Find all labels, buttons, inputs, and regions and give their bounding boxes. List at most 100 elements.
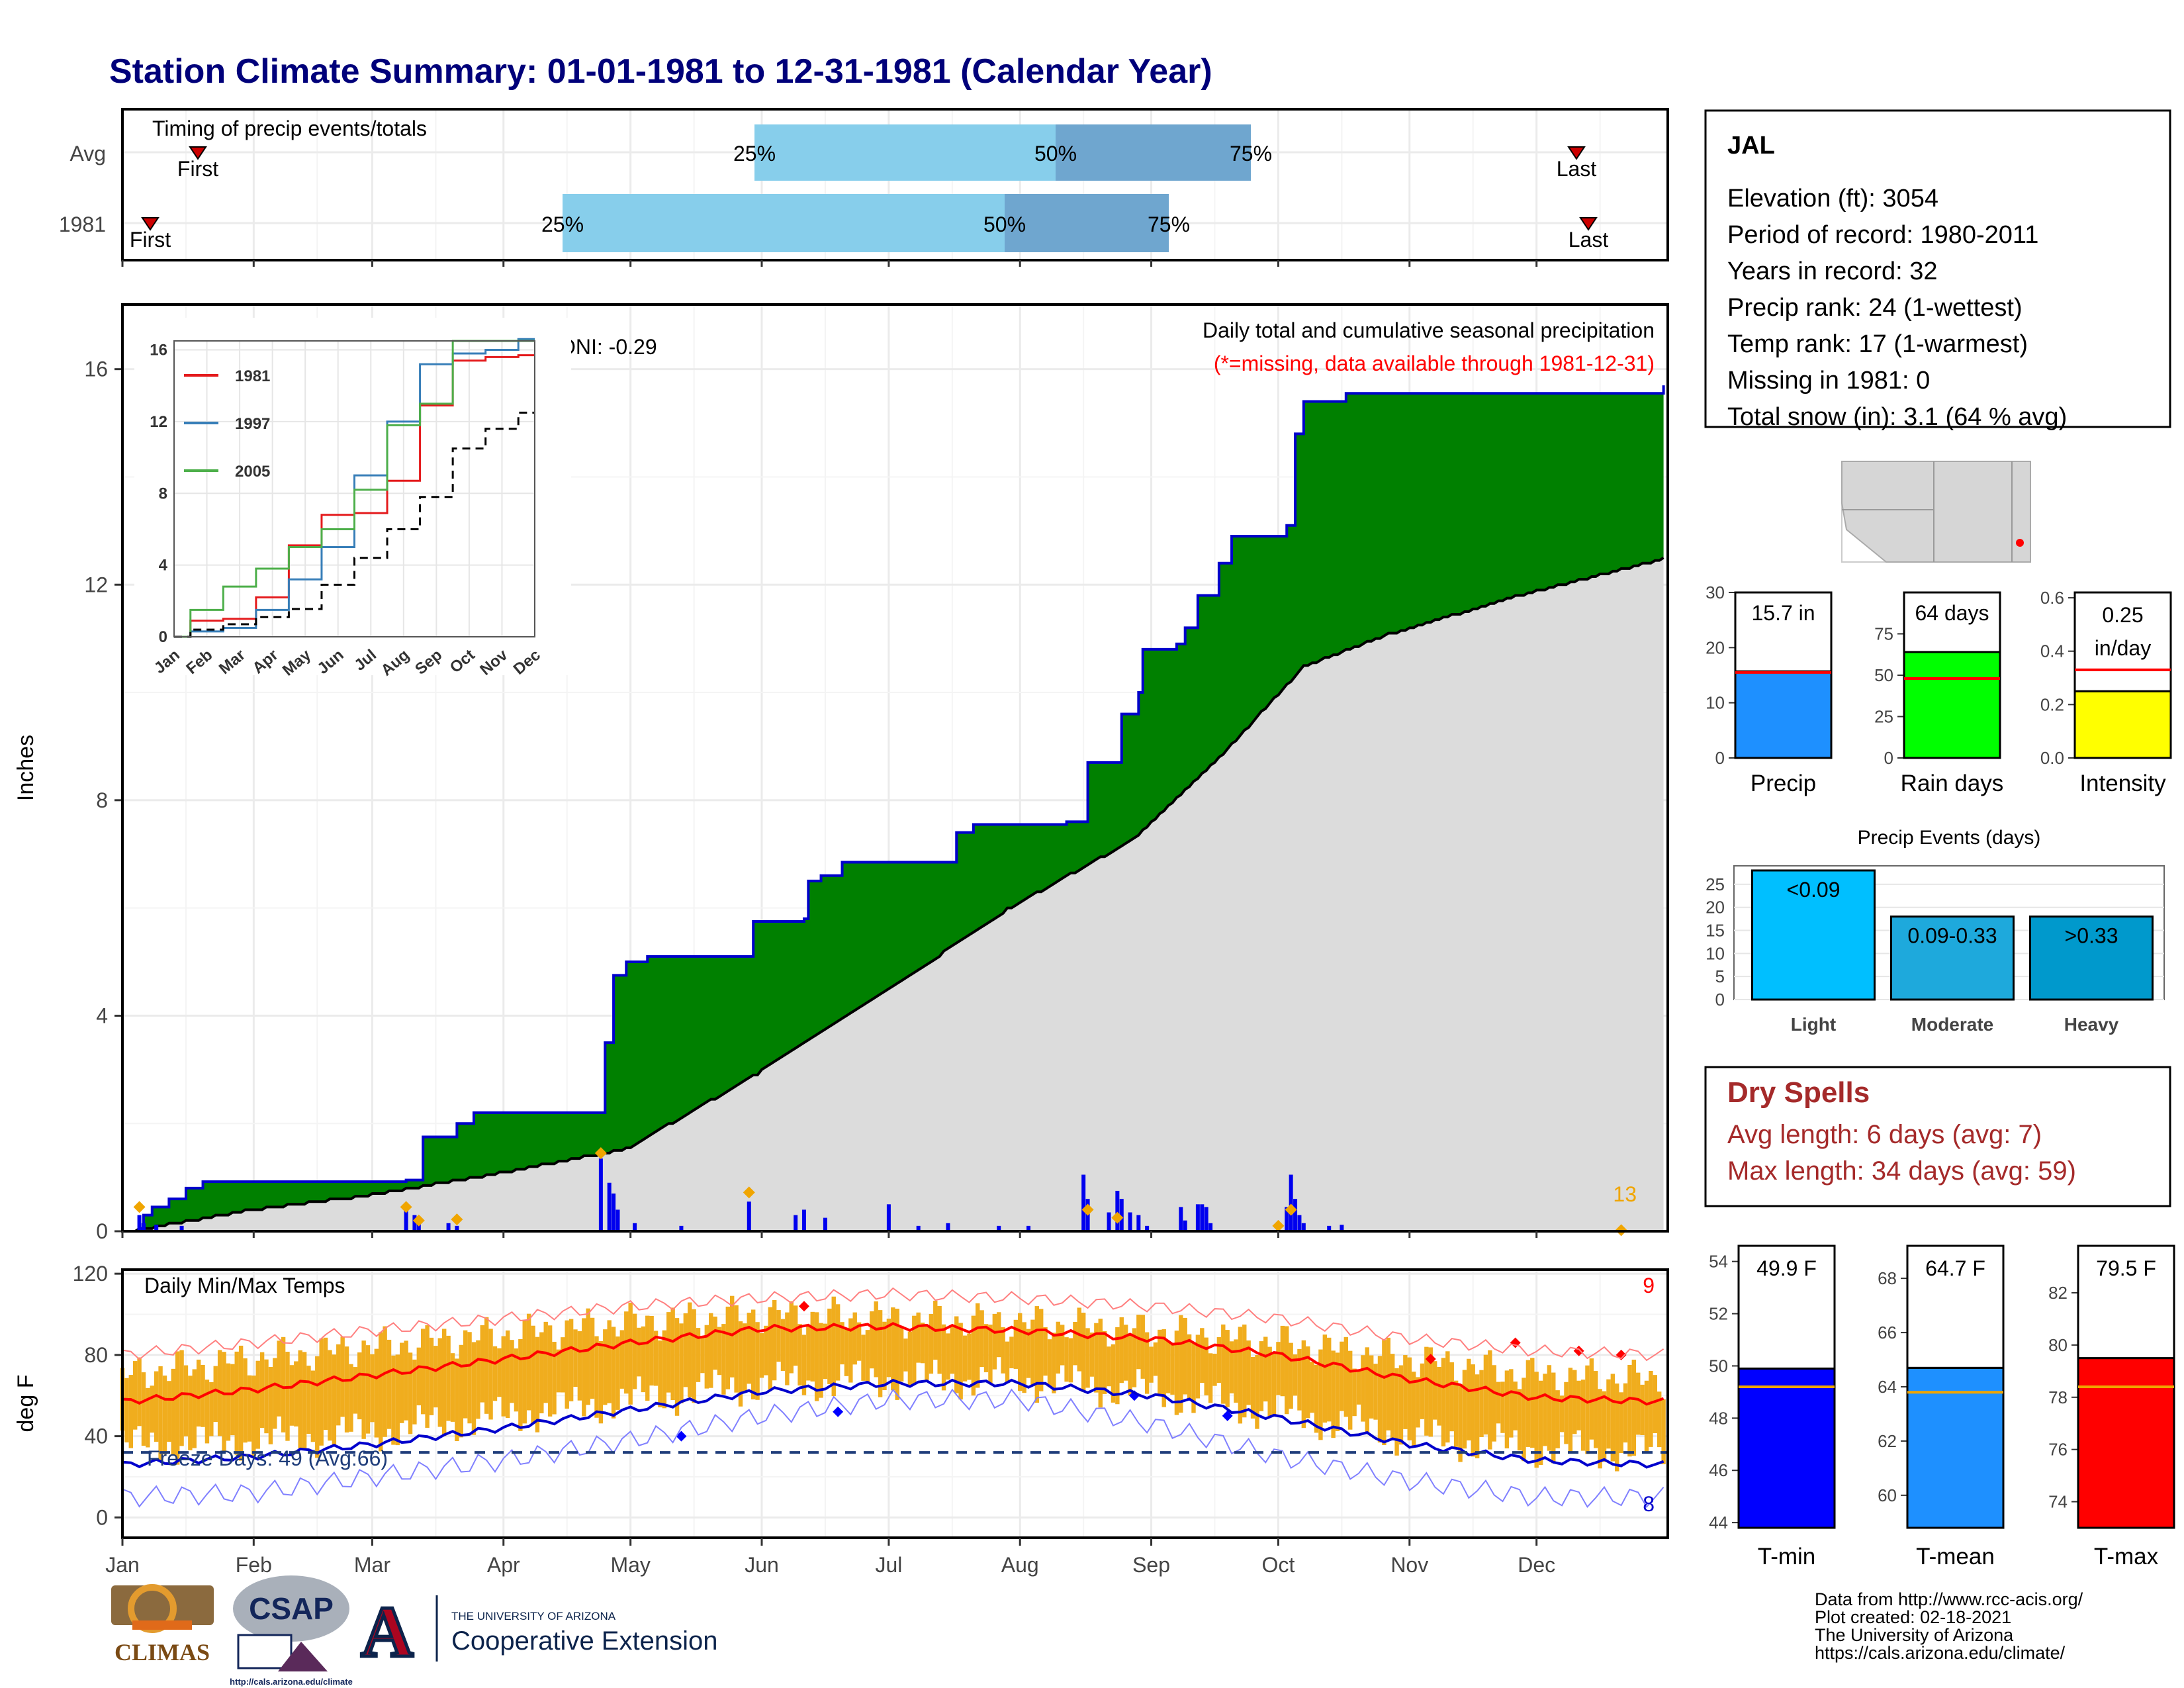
avg-last-marker: [1567, 146, 1586, 160]
temp-range-bar: [281, 1336, 286, 1432]
temp-range-bar: [886, 1319, 891, 1378]
temp-range-bar: [759, 1333, 764, 1378]
temp-range-bar: [1293, 1354, 1298, 1396]
daily-precip-bar: [612, 1194, 616, 1231]
temp-y-tick-label: 80: [84, 1343, 108, 1367]
temp-range-bar: [268, 1367, 273, 1444]
temp-range-bar: [814, 1312, 819, 1401]
daily-precip-bar: [801, 1209, 806, 1231]
temp-range-bar: [1191, 1342, 1196, 1413]
daily-precip-bar: [794, 1215, 798, 1231]
tgauge-label-box: [1737, 1244, 1836, 1370]
temp-range-bar: [1132, 1328, 1137, 1387]
temp-range-bar: [1073, 1322, 1077, 1366]
temp-range-bar: [1161, 1329, 1166, 1407]
temp-range-bar: [205, 1380, 210, 1444]
station-info-frame: [1704, 109, 2171, 428]
temp-range-bar: [704, 1325, 709, 1389]
temp-range-bar: [1102, 1331, 1107, 1394]
daily-precip-bar: [1136, 1215, 1141, 1231]
temp-range-bar: [1513, 1382, 1518, 1430]
temp-range-bar: [488, 1329, 493, 1420]
temp-range-bar: [1453, 1380, 1459, 1447]
daily-precip-bar: [1183, 1220, 1187, 1231]
temp-range-bar: [971, 1315, 976, 1396]
temp-range-bar: [946, 1333, 950, 1380]
month-tick-label: Nov: [1390, 1553, 1428, 1577]
temp-range-bar: [1649, 1371, 1653, 1447]
temp-range-bar: [941, 1324, 946, 1391]
temp-range-bar: [310, 1370, 316, 1442]
temp-range-bar: [958, 1323, 963, 1400]
tgauge-tick-label: 64: [1878, 1377, 1897, 1397]
temp-range-bar: [755, 1322, 760, 1400]
daily-precip-bar: [446, 1223, 451, 1231]
daily-precip-bar: [1107, 1212, 1111, 1231]
temp-range-bar: [285, 1352, 290, 1441]
temp-range-bar: [1580, 1380, 1586, 1451]
temp-range-bar: [421, 1329, 426, 1415]
temp-range-bar: [662, 1330, 667, 1409]
csap-url: http://cals.arizona.edu/climate: [230, 1677, 353, 1687]
temp-range-bar: [988, 1325, 993, 1384]
temp-range-bar: [797, 1324, 802, 1385]
temp-range-bar: [950, 1325, 955, 1374]
temp-range-bar: [1509, 1369, 1514, 1438]
inset-legend: 1981 1997 2005: [184, 367, 270, 481]
daily-precip-bar: [1195, 1204, 1200, 1231]
temp-range-bar: [1310, 1362, 1314, 1413]
temp-range-bar: [1246, 1340, 1251, 1405]
temp-range-bar: [238, 1345, 244, 1461]
temp-range-bar: [1365, 1347, 1369, 1432]
gauge-name: Rain days: [1901, 771, 2004, 796]
temp-range-bar: [289, 1365, 295, 1426]
temp-range-bar: [1115, 1327, 1120, 1405]
temp-range-bar: [1619, 1392, 1623, 1454]
temp-range-bar: [603, 1329, 608, 1405]
temp-y-tick-label: 0: [96, 1505, 108, 1529]
temp-range-bar: [150, 1385, 154, 1433]
temp-record-marker: [1425, 1354, 1436, 1364]
precip-y-axis: 0 4 8 12 16: [84, 357, 122, 1243]
temp-range-bar: [615, 1336, 620, 1410]
temp-range-bar: [683, 1313, 688, 1387]
month-tick-label: Oct: [1262, 1553, 1295, 1577]
temp-range-bar: [476, 1340, 480, 1419]
temp-range-bar: [1661, 1399, 1666, 1464]
temp-range-bar: [1636, 1372, 1641, 1435]
yr-last-marker: [1579, 217, 1598, 231]
temp-range-bar: [492, 1346, 498, 1401]
temp-range-bar: [1467, 1358, 1471, 1441]
temp-range-bar: [743, 1323, 747, 1393]
temp-range-bar: [183, 1365, 189, 1436]
temp-range-bar: [234, 1351, 239, 1455]
dry-spells-max: Max length: 34 days (avg: 59): [1727, 1156, 2076, 1186]
station-location-dot: [2016, 539, 2024, 547]
temp-range-bar: [408, 1352, 413, 1434]
temp-range-bar: [1475, 1374, 1480, 1459]
csap-logo: CSAP http://cals.arizona.edu/climate: [230, 1575, 353, 1687]
tgauge-value-label: 64.7 F: [1925, 1256, 1985, 1280]
temp-range-bar: [264, 1359, 269, 1434]
temp-range-bar: [725, 1306, 731, 1389]
temp-range-bar: [1216, 1336, 1222, 1383]
temp-ylabel: deg F: [13, 1375, 38, 1432]
temp-range-bar: [387, 1339, 392, 1429]
temp-range-bar: [404, 1340, 408, 1421]
temp-range-bar: [1606, 1379, 1611, 1449]
temp-range-bar: [929, 1313, 934, 1374]
temp-range-bar: [1437, 1366, 1441, 1426]
temp-range-bar: [1589, 1358, 1594, 1440]
temp-range-bar: [158, 1366, 163, 1462]
temp-range-bar: [1458, 1383, 1463, 1462]
avg-50-label: 50%: [1034, 142, 1077, 165]
csap-cloud: [233, 1575, 349, 1642]
temp-range-bar: [251, 1376, 256, 1458]
daily-precip-bar: [154, 1225, 159, 1231]
temp-range-bar: [471, 1342, 477, 1435]
temp-range-bar: [1174, 1331, 1179, 1415]
temp-range-bar: [865, 1330, 870, 1383]
daily-precip-bar: [1200, 1204, 1205, 1231]
normal-max-line: [122, 1322, 1664, 1406]
